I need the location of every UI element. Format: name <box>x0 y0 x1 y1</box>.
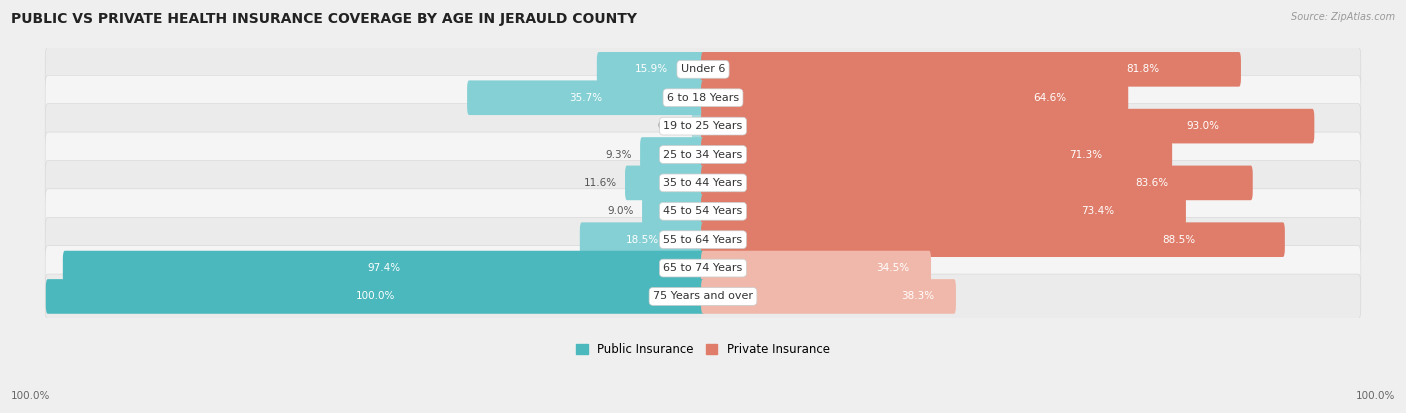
FancyBboxPatch shape <box>598 52 704 87</box>
FancyBboxPatch shape <box>63 251 704 285</box>
FancyBboxPatch shape <box>579 222 704 257</box>
Text: 15.9%: 15.9% <box>634 64 668 74</box>
Text: 34.5%: 34.5% <box>876 263 910 273</box>
Text: 65 to 74 Years: 65 to 74 Years <box>664 263 742 273</box>
FancyBboxPatch shape <box>45 47 1361 92</box>
FancyBboxPatch shape <box>45 274 1361 319</box>
Text: 9.3%: 9.3% <box>606 150 633 159</box>
Text: 88.5%: 88.5% <box>1161 235 1195 244</box>
FancyBboxPatch shape <box>45 246 1361 290</box>
Text: 19 to 25 Years: 19 to 25 Years <box>664 121 742 131</box>
FancyBboxPatch shape <box>46 279 704 314</box>
FancyBboxPatch shape <box>702 166 1253 200</box>
FancyBboxPatch shape <box>640 137 704 172</box>
FancyBboxPatch shape <box>702 52 1241 87</box>
FancyBboxPatch shape <box>702 81 1128 115</box>
FancyBboxPatch shape <box>45 104 1361 149</box>
FancyBboxPatch shape <box>45 217 1361 262</box>
Text: 71.3%: 71.3% <box>1070 150 1102 159</box>
FancyBboxPatch shape <box>702 279 956 314</box>
Text: PUBLIC VS PRIVATE HEALTH INSURANCE COVERAGE BY AGE IN JERAULD COUNTY: PUBLIC VS PRIVATE HEALTH INSURANCE COVER… <box>11 12 637 26</box>
Text: 38.3%: 38.3% <box>901 292 935 301</box>
FancyBboxPatch shape <box>702 194 1185 229</box>
Text: 11.6%: 11.6% <box>583 178 617 188</box>
FancyBboxPatch shape <box>467 81 704 115</box>
FancyBboxPatch shape <box>702 109 1315 143</box>
FancyBboxPatch shape <box>692 112 704 140</box>
FancyBboxPatch shape <box>45 161 1361 205</box>
Text: Under 6: Under 6 <box>681 64 725 74</box>
Text: 93.0%: 93.0% <box>1187 121 1219 131</box>
FancyBboxPatch shape <box>702 222 1285 257</box>
Text: 55 to 64 Years: 55 to 64 Years <box>664 235 742 244</box>
Text: 73.4%: 73.4% <box>1081 206 1114 216</box>
Text: 25 to 34 Years: 25 to 34 Years <box>664 150 742 159</box>
FancyBboxPatch shape <box>702 251 931 285</box>
FancyBboxPatch shape <box>626 166 704 200</box>
FancyBboxPatch shape <box>45 189 1361 234</box>
Text: 0.0%: 0.0% <box>657 121 683 131</box>
Text: 81.8%: 81.8% <box>1126 64 1159 74</box>
Text: 18.5%: 18.5% <box>626 235 659 244</box>
Text: 64.6%: 64.6% <box>1033 93 1067 103</box>
FancyBboxPatch shape <box>45 75 1361 120</box>
Text: 100.0%: 100.0% <box>1355 391 1395 401</box>
Text: 83.6%: 83.6% <box>1136 178 1168 188</box>
Text: 75 Years and over: 75 Years and over <box>652 292 754 301</box>
Text: Source: ZipAtlas.com: Source: ZipAtlas.com <box>1291 12 1395 22</box>
Text: 6 to 18 Years: 6 to 18 Years <box>666 93 740 103</box>
FancyBboxPatch shape <box>45 132 1361 177</box>
Text: 100.0%: 100.0% <box>11 391 51 401</box>
Text: 97.4%: 97.4% <box>367 263 401 273</box>
FancyBboxPatch shape <box>702 137 1173 172</box>
Text: 35.7%: 35.7% <box>569 93 603 103</box>
FancyBboxPatch shape <box>643 194 704 229</box>
Text: 9.0%: 9.0% <box>607 206 634 216</box>
Legend: Public Insurance, Private Insurance: Public Insurance, Private Insurance <box>571 338 835 361</box>
Text: 35 to 44 Years: 35 to 44 Years <box>664 178 742 188</box>
Text: 45 to 54 Years: 45 to 54 Years <box>664 206 742 216</box>
Text: 100.0%: 100.0% <box>356 292 395 301</box>
